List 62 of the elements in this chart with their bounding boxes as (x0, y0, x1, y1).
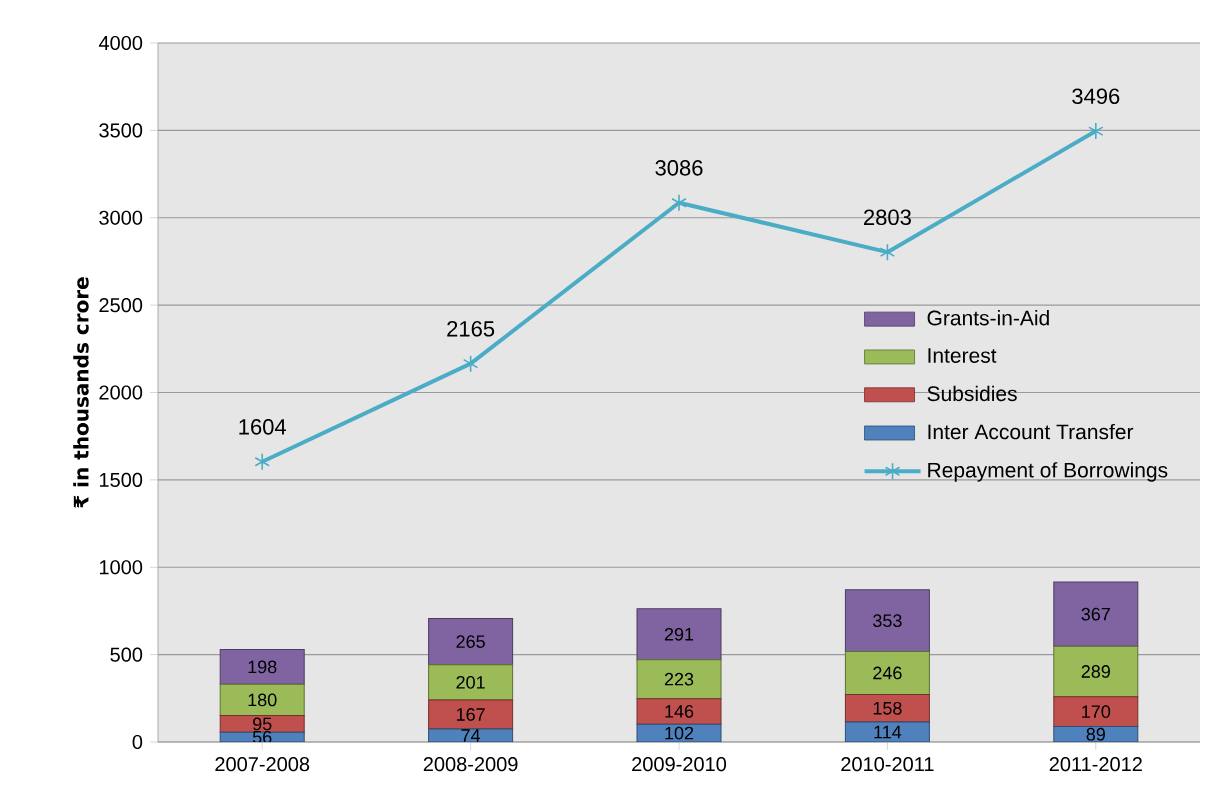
data-label: 158 (873, 701, 902, 715)
data-label: 146 (665, 705, 694, 718)
bar (844, 589, 930, 652)
point (254, 452, 270, 471)
data-label: 74 (461, 729, 481, 742)
data-label: 353 (873, 614, 902, 628)
data-label: 102 (665, 726, 694, 740)
data-label: 2803 (864, 209, 911, 226)
y-tick-label: 0 (132, 734, 143, 750)
data-label: 223 (664, 672, 694, 686)
y-tick-label: 500 (110, 647, 143, 662)
x-tick-label: 2008-2009 (423, 757, 518, 772)
bar (844, 650, 930, 695)
legend-label: Inter Account Transfer (928, 423, 1134, 440)
point (671, 193, 687, 212)
y-tick-label: 4000 (98, 35, 143, 51)
data-label: 114 (874, 725, 902, 739)
data-label: 201 (456, 675, 485, 689)
x-tick-label: 2009-2010 (632, 757, 727, 772)
x-tick-label: 2007-2008 (215, 757, 310, 772)
bar (219, 649, 305, 685)
bar (1053, 581, 1139, 647)
point (1088, 122, 1104, 140)
x-tick-label: 2011-2012 (1049, 757, 1142, 772)
point (879, 243, 896, 261)
data-label: 170 (1082, 705, 1111, 718)
y-tick-label: 3000 (99, 210, 143, 225)
bar (636, 608, 722, 661)
bar (219, 683, 305, 717)
data-label: 2165 (447, 321, 495, 337)
y-tick-label: 2000 (99, 385, 143, 400)
legend-label: Repayment of Borrowings (928, 462, 1168, 482)
data-label: 367 (1081, 607, 1110, 621)
y-axis-title: ₹ in thousands crore (73, 277, 89, 508)
data-label: 291 (664, 627, 694, 641)
data-label: 246 (873, 666, 902, 680)
data-label: 265 (456, 635, 485, 648)
x-tick-label: 2010-2011 (841, 757, 934, 772)
bar (1053, 645, 1139, 698)
y-tick-label: 3500 (99, 123, 143, 138)
data-label: 95 (253, 717, 272, 731)
data-label: 89 (1086, 727, 1105, 741)
data-label: 1604 (239, 419, 287, 435)
legend-label: Subsidies (927, 385, 1017, 402)
y-tick-label: 1000 (99, 560, 143, 575)
bar (428, 699, 514, 730)
y-tick-label: 2500 (99, 298, 143, 313)
data-label: 3496 (1072, 88, 1120, 105)
data-label: 289 (1081, 665, 1110, 678)
bar (428, 664, 514, 701)
bar (636, 698, 722, 725)
data-label: 180 (248, 693, 277, 707)
point (462, 354, 479, 373)
y-tick-label: 1500 (99, 472, 143, 487)
data-label: 167 (456, 708, 485, 721)
data-label: 198 (248, 660, 277, 674)
data-label: 3086 (655, 160, 703, 176)
bar (636, 659, 722, 700)
legend-label: Grants-in-Aid (927, 310, 1049, 326)
bar (428, 617, 514, 666)
legend-label: Interest (928, 348, 997, 363)
bar (1053, 696, 1139, 727)
